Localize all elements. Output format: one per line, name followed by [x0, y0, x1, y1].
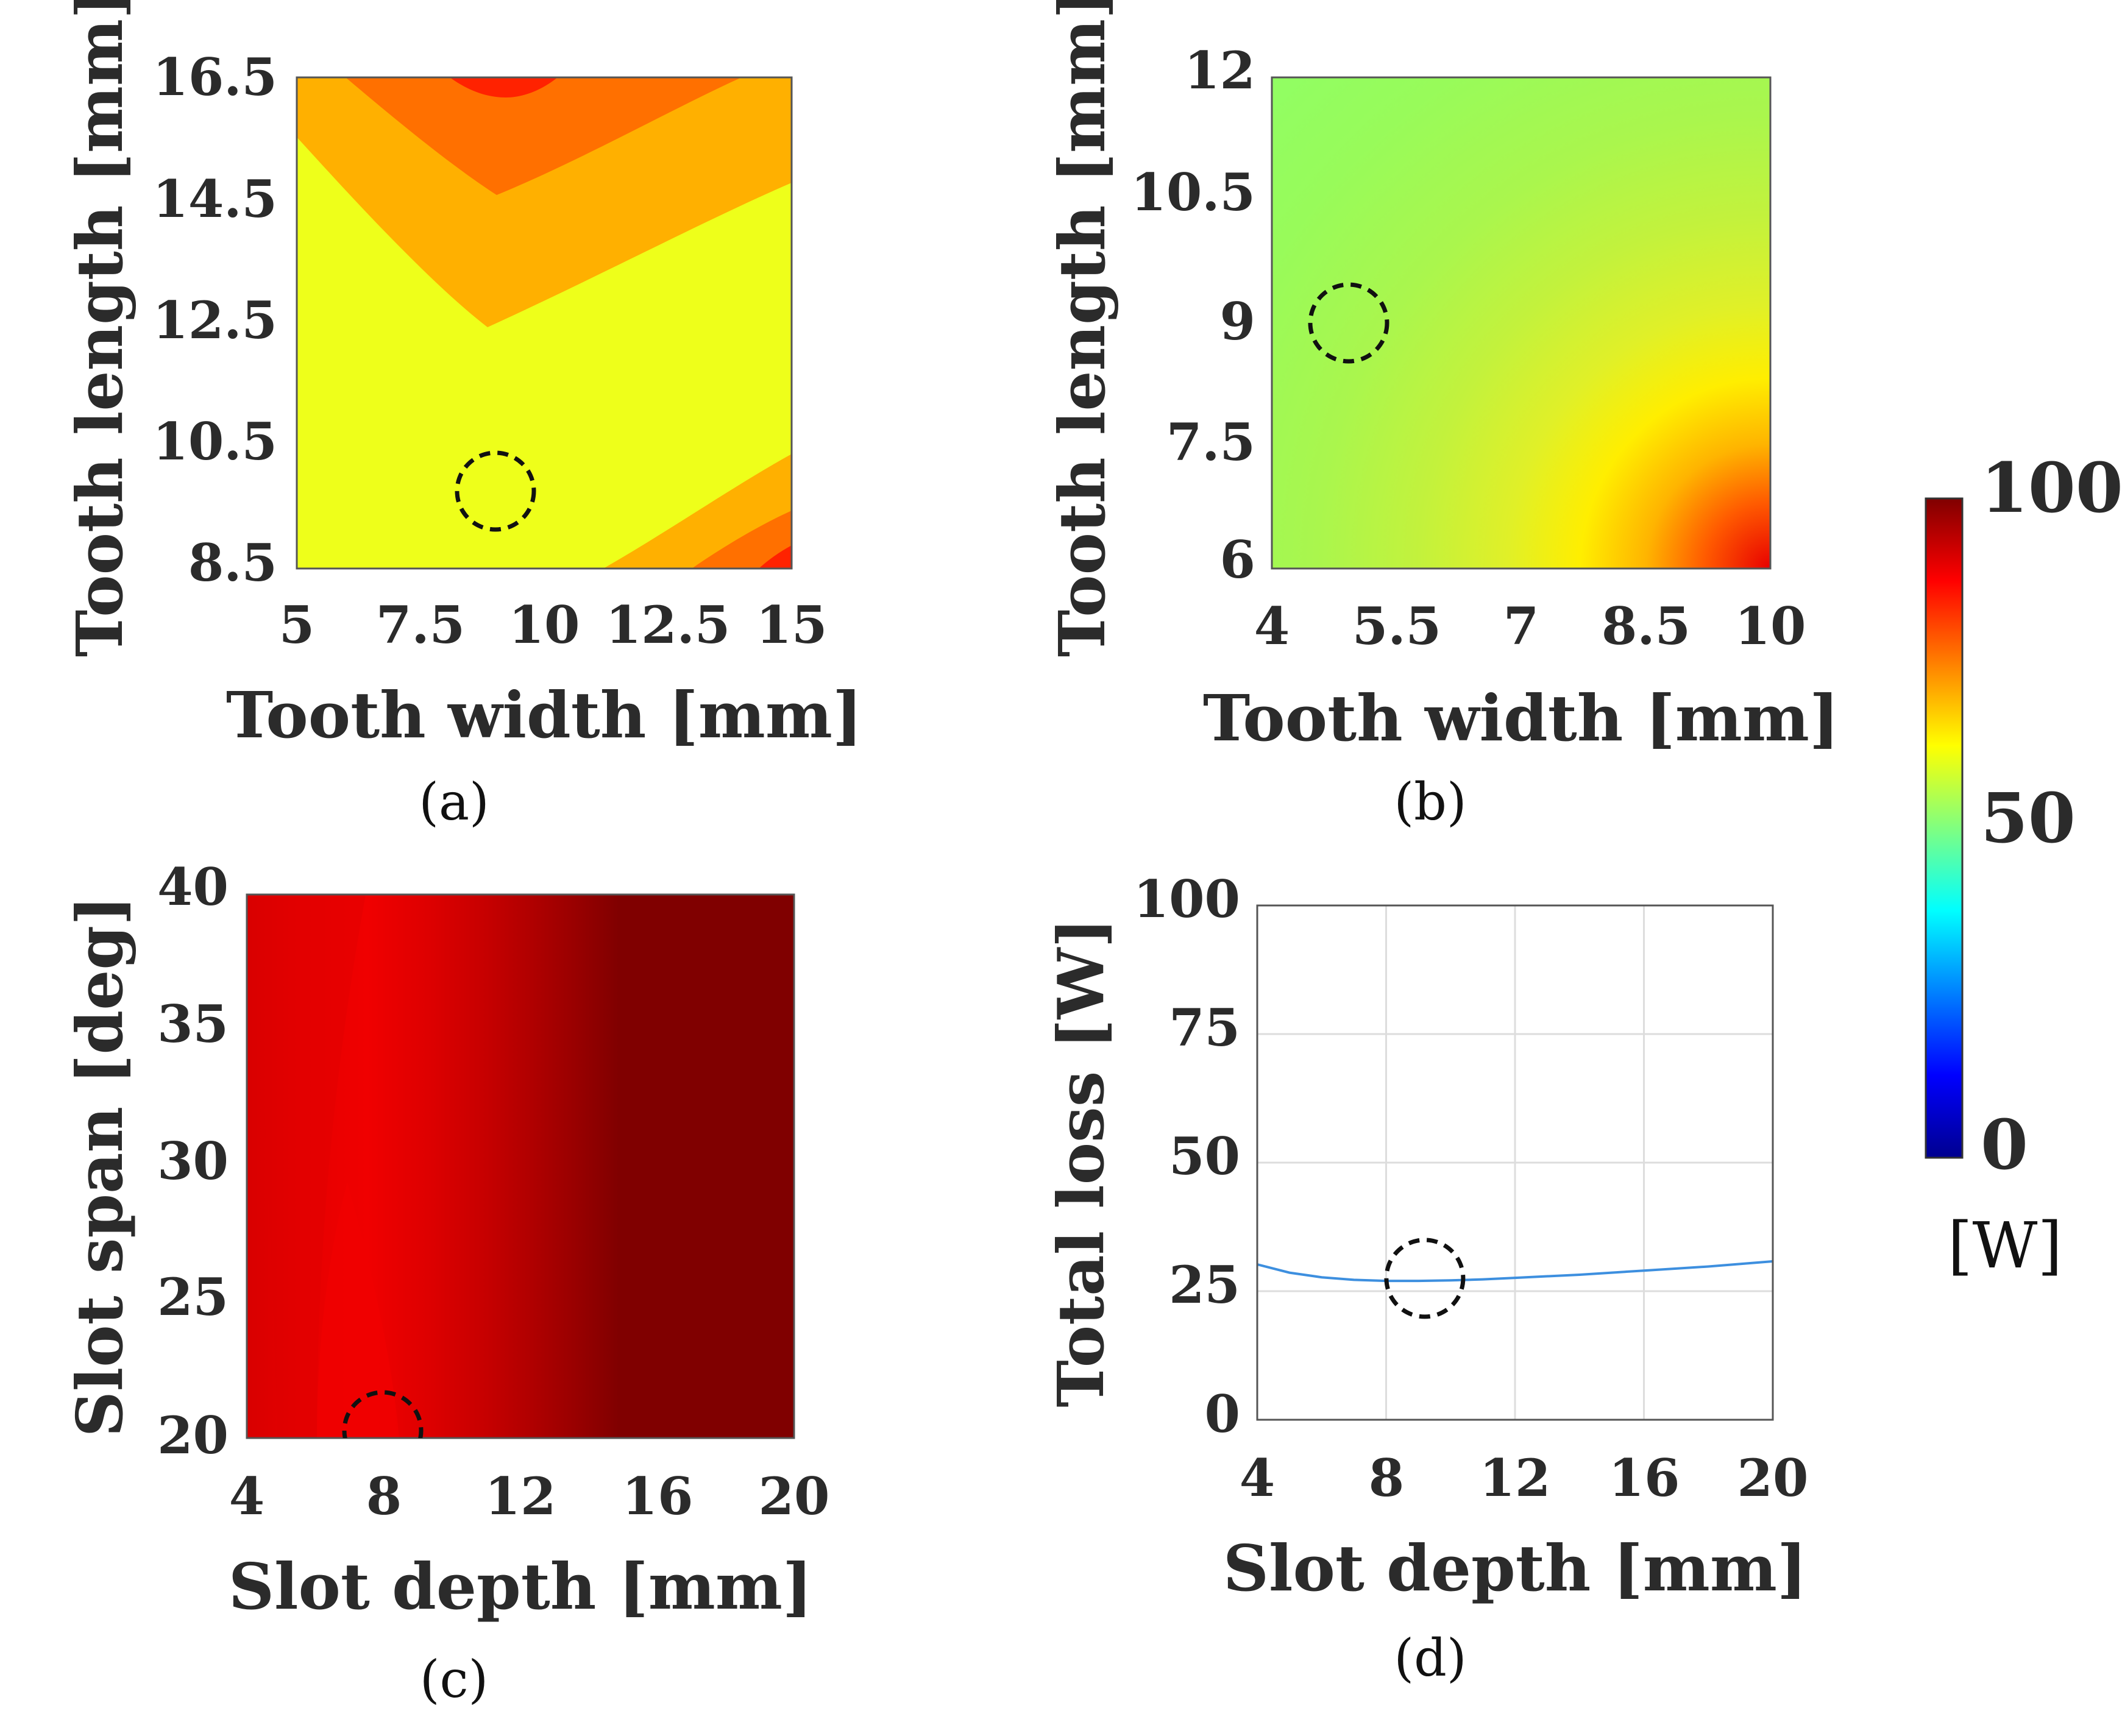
ytick-c-4: 20: [157, 1405, 229, 1465]
xtick-b-1: 5.5: [1352, 596, 1441, 656]
ylabel-a: Tooth length [mm]: [62, 0, 137, 657]
panel-a: 5 7.5 10 12.5 15 16.5 14.5 12.5 10.5 8.5…: [62, 0, 862, 832]
ytick-b-4: 6: [1220, 530, 1255, 590]
contour-plot-c: [247, 895, 794, 1438]
contour-field-b: [1272, 77, 1770, 569]
contour-plot-a: [297, 77, 792, 569]
xtick-c-2: 12: [485, 1466, 556, 1526]
colorbar-tick-100: 100: [1981, 448, 2122, 528]
ytick-b-3: 7.5: [1166, 412, 1255, 472]
xtick-b-3: 8.5: [1602, 596, 1691, 656]
optimum-marker-a: [455, 450, 536, 532]
xticks-d: 4 8 12 16 20: [1240, 1448, 1809, 1508]
xtick-d-3: 16: [1609, 1448, 1680, 1508]
xtick-c-0: 4: [229, 1466, 264, 1526]
ytick-d-2: 50: [1169, 1126, 1240, 1186]
contour-band-a-7: [759, 545, 792, 569]
yticks-a: 16.5 14.5 12.5 10.5 8.5: [152, 47, 277, 593]
contour-band-a-4: [450, 77, 558, 97]
xtick-c-3: 16: [622, 1466, 694, 1526]
xlabel-d: Slot depth [mm]: [1223, 1531, 1807, 1606]
xtick-a-3: 12.5: [606, 595, 731, 655]
optimum-marker-d: [1384, 1238, 1466, 1319]
ytick-a-1: 14.5: [152, 169, 277, 229]
xtick-d-1: 8: [1369, 1448, 1404, 1508]
panel-c: 4 8 12 16 20 40 35 30 25 20 Slot depth […: [62, 857, 829, 1709]
yticks-c: 40 35 30 25 20: [157, 857, 229, 1465]
caption-b: (b): [1394, 772, 1466, 832]
colorbar: 100 50 0 [W]: [1925, 448, 2122, 1283]
xticks-c: 4 8 12 16 20: [229, 1466, 830, 1526]
ytick-b-0: 12: [1184, 40, 1255, 101]
colorbar-unit: [W]: [1948, 1208, 2062, 1283]
xtick-a-4: 15: [756, 595, 828, 655]
xtick-a-1: 7.5: [376, 595, 465, 655]
xtick-a-0: 5: [279, 595, 314, 655]
xticks-b: 4 5.5 7 8.5 10: [1254, 596, 1806, 656]
colorbar-tick-0: 0: [1981, 1105, 2028, 1185]
contour-band-c-2: [317, 1182, 399, 1438]
optimum-marker-c: [342, 1390, 424, 1438]
caption-d: (d): [1394, 1628, 1466, 1688]
caption-a: (a): [419, 772, 489, 832]
yticks-b: 12 10.5 9 7.5 6: [1130, 40, 1255, 590]
contour-band-c-1: [256, 895, 366, 1438]
panel-d: 4 8 12 16 20 100 75 50 25 0 Slot depth […: [1043, 869, 1808, 1688]
xtick-b-4: 10: [1735, 596, 1806, 656]
colorbar-tick-50: 50: [1981, 779, 2076, 859]
ytick-d-4: 0: [1205, 1384, 1240, 1444]
contour-plot-b: [1272, 77, 1770, 569]
axes-frame-b: [1271, 76, 1772, 570]
contour-band-a-6: [692, 511, 792, 569]
xtick-c-4: 20: [759, 1466, 830, 1526]
xlabel-b: Tooth width [mm]: [1203, 681, 1839, 756]
axes-frame-a: [296, 76, 793, 570]
ytick-a-3: 10.5: [152, 411, 277, 472]
colorbar-gradient: [1925, 497, 1964, 1159]
xlabel-a: Tooth width [mm]: [226, 678, 862, 753]
xtick-d-2: 12: [1480, 1448, 1551, 1508]
axes-frame-c: [246, 893, 795, 1439]
series-line-total-loss: [1257, 1260, 1773, 1283]
ytick-d-3: 25: [1169, 1255, 1240, 1315]
ytick-d-0: 100: [1134, 869, 1240, 929]
ytick-b-2: 9: [1220, 291, 1255, 352]
xtick-a-2: 10: [509, 595, 580, 655]
ylabel-c: Slot span [deg]: [62, 896, 137, 1437]
axes-frame-d: [1256, 904, 1774, 1421]
ytick-a-2: 12.5: [152, 290, 277, 350]
ylabel-b: Tooth length [mm]: [1045, 0, 1120, 657]
xtick-b-2: 7: [1503, 596, 1539, 656]
ytick-c-2: 30: [157, 1131, 229, 1191]
xtick-c-1: 8: [366, 1466, 402, 1526]
ytick-d-1: 75: [1169, 997, 1240, 1058]
xlabel-c: Slot depth [mm]: [229, 1549, 812, 1624]
xticks-a: 5 7.5 10 12.5 15: [279, 595, 828, 655]
ytick-a-4: 8.5: [188, 533, 277, 593]
ytick-c-0: 40: [157, 857, 229, 917]
ytick-a-0: 16.5: [152, 47, 277, 107]
contour-band-a-3: [346, 77, 742, 195]
xtick-b-0: 4: [1254, 596, 1290, 656]
xtick-d-0: 4: [1240, 1448, 1275, 1508]
optimum-marker-b: [1308, 282, 1389, 364]
panel-b: 4 5.5 7 8.5 10 12 10.5 9 7.5 6 Tooth wid…: [1045, 0, 1839, 832]
ylabel-d: Total loss [W]: [1043, 918, 1118, 1407]
caption-c: (c): [420, 1649, 489, 1709]
ytick-c-3: 25: [157, 1267, 229, 1327]
ytick-c-1: 35: [157, 994, 229, 1054]
ytick-b-1: 10.5: [1130, 162, 1255, 222]
yticks-d: 100 75 50 25 0: [1134, 869, 1240, 1444]
xtick-d-4: 20: [1737, 1448, 1809, 1508]
contour-band-a-2: [297, 77, 792, 327]
